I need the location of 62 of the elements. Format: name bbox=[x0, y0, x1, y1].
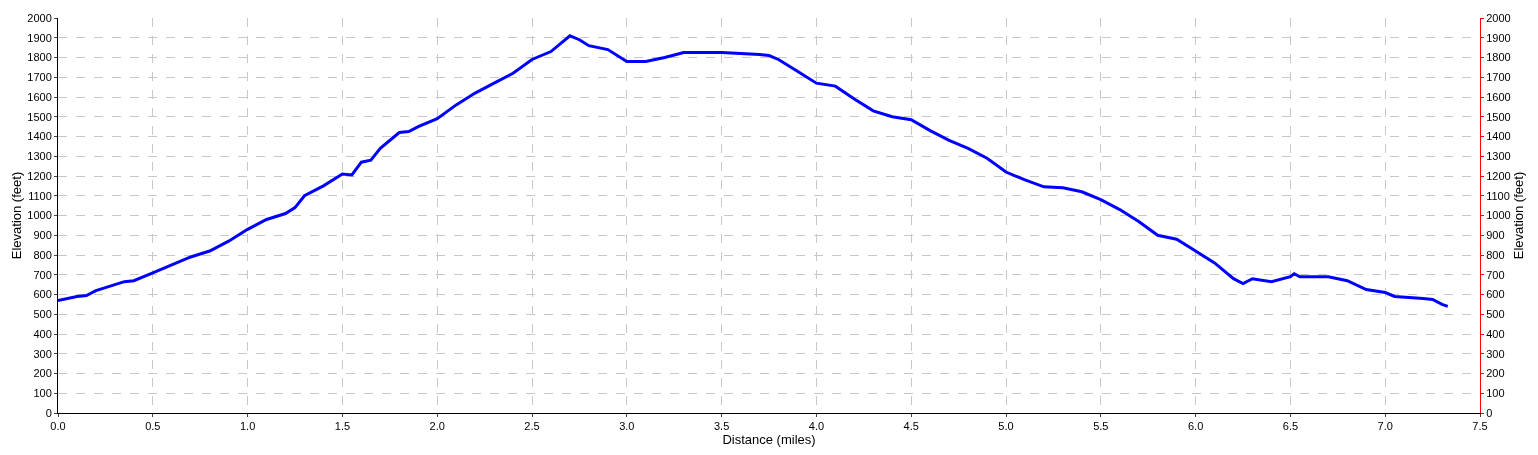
y-tick-label: 300 bbox=[33, 347, 52, 360]
y-tick-label: 1500 bbox=[27, 110, 52, 123]
x-tick-label: 5.5 bbox=[1093, 420, 1109, 433]
y2-axis-title: Elevation (feet) bbox=[1510, 171, 1526, 260]
y-tick-label: 1900 bbox=[27, 31, 52, 44]
y-axis-title: Elevation (feet) bbox=[9, 171, 25, 260]
y-tick-label: 700 bbox=[33, 268, 52, 281]
y-tick-label: 2000 bbox=[27, 11, 52, 24]
y-tick-label: 1600 bbox=[27, 90, 52, 103]
y-tick-label: 1800 bbox=[27, 51, 52, 64]
x-tick-label: 4.5 bbox=[903, 420, 919, 433]
x-tick-label: 3.0 bbox=[619, 420, 635, 433]
y2-tick-label: 1800 bbox=[1486, 51, 1511, 64]
y2-tick-label: 2000 bbox=[1486, 11, 1511, 24]
x-tick-label: 1.5 bbox=[334, 420, 351, 433]
y-tick-label: 1700 bbox=[27, 71, 52, 84]
x-tick-label: 1.0 bbox=[239, 420, 256, 433]
y-tick-label: 900 bbox=[33, 229, 52, 242]
x-tick-label: 4.0 bbox=[808, 420, 825, 433]
y2-tick-label: 1500 bbox=[1486, 110, 1511, 123]
x-tick-label: 7.0 bbox=[1377, 420, 1393, 433]
y-tick-label: 1400 bbox=[27, 130, 52, 143]
x-tick-label: 2.5 bbox=[524, 420, 540, 433]
y2-tick-label: 1300 bbox=[1486, 150, 1511, 163]
y2-tick-label: 1200 bbox=[1486, 169, 1511, 182]
y2-tick-label: 1600 bbox=[1486, 90, 1511, 103]
line-series bbox=[58, 34, 1450, 308]
y2-tick-label: 900 bbox=[1486, 229, 1505, 242]
x-tick-label: 7.5 bbox=[1472, 420, 1488, 433]
y2-tick-label: 1700 bbox=[1486, 71, 1511, 84]
y-tick-label: 1000 bbox=[27, 209, 52, 222]
y2-tick-label: 800 bbox=[1486, 248, 1505, 261]
x-tick-label: 2.0 bbox=[429, 420, 445, 433]
y-tick-label: 600 bbox=[33, 288, 52, 301]
y2-tick-label: 200 bbox=[1486, 367, 1505, 380]
y-tick-label: 1100 bbox=[28, 189, 52, 202]
y-tick-label: 0 bbox=[45, 406, 52, 419]
y2-tick-label: 1000 bbox=[1486, 209, 1511, 222]
x-tick-label: 6.5 bbox=[1282, 420, 1299, 433]
x-tick-label: 6.0 bbox=[1187, 420, 1204, 433]
y2-tick-label: 600 bbox=[1486, 288, 1505, 301]
y-tick-label: 1300 bbox=[27, 150, 52, 163]
y2-tick-label: 1100 bbox=[1486, 189, 1510, 202]
y-tick-label: 200 bbox=[33, 367, 52, 380]
y2-tick-label: 100 bbox=[1486, 387, 1505, 400]
y-tick-label: 1200 bbox=[27, 169, 52, 182]
y2-tick-label: 1400 bbox=[1486, 130, 1511, 143]
y2-tick-label: 400 bbox=[1486, 327, 1505, 340]
x-tick-label: 0.5 bbox=[145, 420, 161, 433]
y-tick-label: 100 bbox=[33, 387, 52, 400]
x-tick-label: 3.5 bbox=[713, 420, 730, 433]
y2-tick-label: 700 bbox=[1486, 268, 1505, 281]
x-tick-label: 0.0 bbox=[50, 420, 66, 433]
y2-tick-label: 500 bbox=[1486, 308, 1505, 321]
y2-tick-label: 0 bbox=[1486, 406, 1493, 419]
x-tick-label: 5.0 bbox=[998, 420, 1014, 433]
y-tick-label: 800 bbox=[33, 248, 52, 261]
y-tick-label: 500 bbox=[33, 308, 52, 321]
y2-tick-label: 300 bbox=[1486, 347, 1505, 360]
y-tick-label: 400 bbox=[33, 327, 52, 340]
y2-tick-label: 1900 bbox=[1486, 31, 1511, 44]
x-axis-title: Distance (miles) bbox=[722, 432, 816, 448]
